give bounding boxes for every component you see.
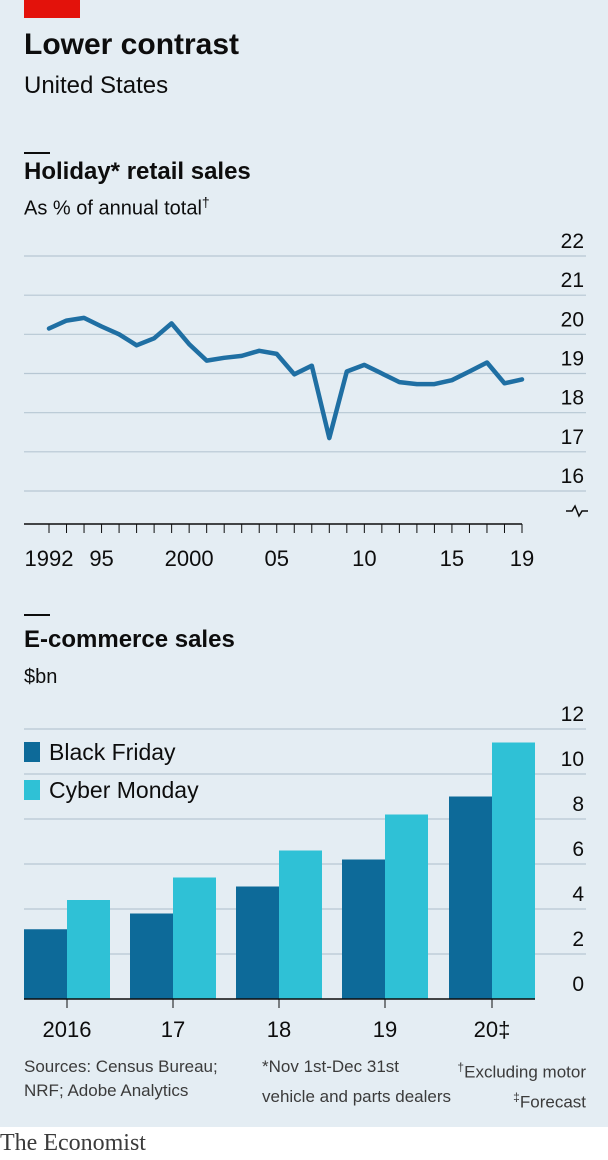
y-tick-label: 16: [561, 465, 584, 488]
sources-line-1: Sources: Census Bureau;: [24, 1057, 218, 1076]
y-tick-label: 10: [561, 748, 584, 771]
x-tick-label: 05: [264, 546, 288, 571]
page-title: Lower contrast: [24, 28, 240, 61]
bar-chart: 12 10 8 6 4 2 0 2016 17 18 19 20‡ Black Friday Cyber …: [24, 703, 586, 1042]
legend-swatch: [24, 780, 40, 800]
line-chart-title: Holiday* retail sales: [24, 158, 251, 185]
bar-black-friday: [236, 886, 279, 999]
x-tick-label: 95: [89, 546, 113, 571]
x-tick-label: 15: [440, 546, 464, 571]
legend-label: Black Friday: [49, 739, 176, 765]
dagger-mark-note: †: [457, 1060, 465, 1074]
legend-label: Cyber Monday: [49, 777, 199, 803]
bar-cyber-monday: [385, 814, 428, 999]
bar-cyber-monday: [173, 877, 216, 999]
bar-cyber-monday: [279, 850, 322, 999]
y-tick-label: 8: [572, 793, 584, 816]
x-tick-label: 1992: [25, 546, 74, 571]
y-tick-label: 22: [561, 230, 584, 253]
x-tick-label: 2000: [165, 546, 214, 571]
axis-break-icon: [566, 504, 588, 518]
x-tick-label: 19: [373, 1017, 397, 1042]
x-tick-label: 2016: [43, 1017, 92, 1042]
bar-chart-subtitle: $bn: [24, 666, 58, 688]
double-dagger-mark-note: ‡: [513, 1089, 520, 1104]
line-chart-subtitle: As % of annual total†: [24, 194, 210, 220]
bar-cyber-monday: [492, 742, 535, 999]
note-dagger-1: Excluding motor: [464, 1062, 586, 1082]
brand-red-tag: [24, 0, 80, 18]
y-tick-label: 2: [572, 928, 584, 951]
bar-chart-title: E-commerce sales: [24, 626, 235, 653]
x-tick-label: 19: [510, 546, 534, 571]
bar-black-friday: [342, 859, 385, 999]
y-tick-label: 18: [561, 387, 584, 410]
bar-cyber-monday: [67, 900, 110, 999]
economist-logo: The Economist: [0, 1130, 146, 1156]
y-tick-label: 21: [561, 269, 584, 292]
x-tick-label: 17: [161, 1017, 185, 1042]
bar-black-friday: [130, 913, 173, 999]
legend-swatch: [24, 742, 40, 762]
y-tick-label: 6: [572, 838, 584, 861]
bar-black-friday: [449, 796, 492, 999]
sources-note: Sources: Census Bureau; NRF; Adobe Analy…: [24, 1055, 218, 1103]
x-tick-label: 10: [352, 546, 376, 571]
line-chart: 22 21 20 19 18 17 16 1992 95 2000 05 10 15 19: [24, 230, 588, 571]
note-holiday-2: vehicle and parts dealers: [262, 1086, 452, 1106]
notes: *Nov 1st-Dec 31st †Excluding motor vehic…: [262, 1055, 586, 1114]
y-tick-label: 12: [561, 703, 584, 726]
x-tick-label: 20‡: [474, 1017, 511, 1042]
dagger-mark: †: [201, 194, 210, 210]
series-line-holiday-sales: [46, 315, 525, 441]
bar-black-friday: [24, 929, 67, 999]
x-tick-label: 18: [267, 1017, 291, 1042]
y-tick-label: 4: [572, 883, 584, 906]
note-forecast: Forecast: [519, 1092, 586, 1112]
y-tick-label: 17: [561, 426, 584, 449]
y-tick-label: 0: [572, 973, 584, 996]
bar-chart-rule: [24, 614, 50, 616]
y-tick-label: 19: [561, 348, 584, 371]
sources-line-2: NRF; Adobe Analytics: [24, 1081, 189, 1100]
line-chart-rule: [24, 152, 50, 154]
note-holiday-1: *Nov 1st-Dec 31st: [262, 1057, 399, 1076]
page-subtitle: United States: [24, 72, 169, 99]
y-tick-label: 20: [561, 308, 584, 331]
